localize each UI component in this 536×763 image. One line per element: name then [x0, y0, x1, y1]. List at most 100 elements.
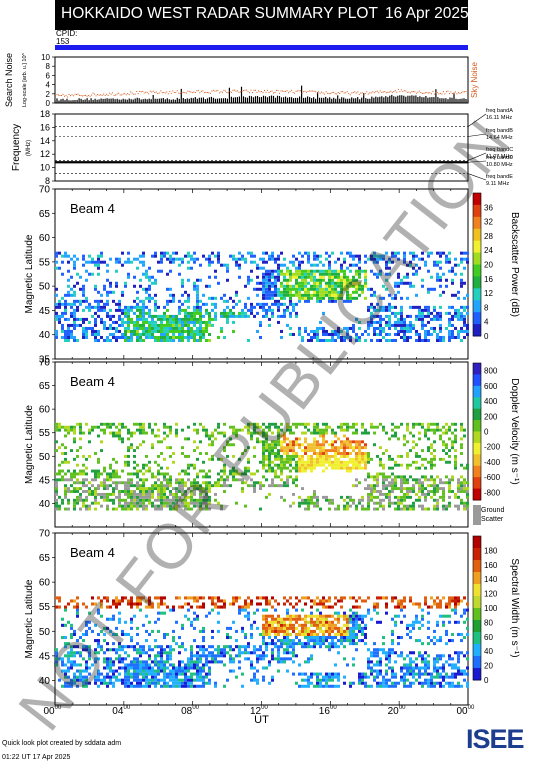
data-cell	[139, 425, 142, 429]
data-cell	[391, 422, 394, 426]
data-cell	[304, 272, 307, 276]
data-cell	[109, 498, 112, 502]
data-cell	[145, 332, 148, 336]
colorbar-tick-label: 600	[484, 382, 498, 391]
data-cell	[193, 332, 196, 336]
data-cell	[184, 299, 187, 303]
data-cell	[193, 422, 196, 426]
data-cell	[205, 323, 208, 327]
sky-noise-point	[212, 89, 214, 91]
data-cell	[157, 317, 160, 321]
data-cell	[262, 617, 265, 621]
data-cell	[127, 329, 130, 333]
data-cell	[214, 254, 217, 258]
data-cell	[388, 257, 391, 261]
data-cell	[202, 302, 205, 306]
data-cell	[160, 338, 163, 342]
data-cell	[271, 269, 274, 273]
data-cell	[100, 449, 103, 453]
data-cell	[340, 338, 343, 342]
data-cell	[265, 617, 268, 621]
data-cell	[214, 684, 217, 688]
data-cell	[205, 431, 208, 435]
data-cell	[181, 278, 184, 282]
data-cell	[226, 454, 229, 458]
data-cell	[133, 284, 136, 288]
data-cell	[160, 329, 163, 333]
data-cell	[109, 281, 112, 285]
data-cell	[292, 623, 295, 627]
data-cell	[337, 278, 340, 282]
data-cell	[253, 645, 256, 649]
data-cell	[409, 504, 412, 508]
data-cell	[385, 287, 388, 291]
data-cell	[427, 329, 430, 333]
data-cell	[136, 484, 139, 488]
data-cell	[283, 308, 286, 312]
data-cell	[94, 472, 97, 476]
data-cell	[196, 651, 199, 655]
data-cell	[73, 498, 76, 502]
data-cell	[400, 481, 403, 485]
data-cell	[316, 425, 319, 429]
data-cell	[253, 422, 256, 426]
data-cell	[187, 495, 190, 499]
data-cell	[196, 475, 199, 479]
data-cell	[280, 443, 283, 447]
data-cell	[292, 642, 295, 646]
data-cell	[409, 329, 412, 333]
data-cell	[163, 504, 166, 508]
data-cell	[331, 284, 334, 288]
data-cell	[205, 320, 208, 324]
data-cell	[85, 675, 88, 679]
data-cell	[100, 422, 103, 426]
data-cell	[412, 504, 415, 508]
data-cell	[214, 302, 217, 306]
data-cell	[313, 281, 316, 285]
data-cell	[91, 602, 94, 606]
data-cell	[289, 632, 292, 637]
data-cell	[133, 645, 136, 649]
data-cell	[448, 260, 451, 264]
data-cell	[148, 648, 151, 652]
data-cell	[145, 296, 148, 300]
data-cell	[295, 654, 298, 658]
data-cell	[415, 454, 418, 458]
data-cell	[202, 314, 205, 318]
data-cell	[292, 481, 295, 485]
data-cell	[448, 425, 451, 429]
data-cell	[175, 495, 178, 499]
data-cell	[61, 329, 64, 333]
data-cell	[433, 308, 436, 312]
data-cell	[277, 287, 280, 291]
data-cell	[151, 472, 154, 476]
data-cell	[262, 484, 265, 488]
data-cell	[280, 460, 283, 464]
data-cell	[163, 317, 166, 321]
data-cell	[55, 425, 58, 429]
data-cell	[196, 654, 199, 658]
data-cell	[301, 287, 304, 291]
data-cell	[421, 492, 424, 496]
sky-noise-point	[98, 94, 100, 96]
data-cell	[397, 487, 400, 491]
sky-noise-point	[245, 89, 247, 91]
colorbar-segment	[473, 264, 481, 277]
data-cell	[169, 287, 172, 291]
data-cell	[289, 642, 292, 646]
sky-noise-point	[181, 92, 183, 94]
data-cell	[139, 443, 142, 447]
data-cell	[262, 272, 265, 276]
data-cell	[250, 632, 253, 637]
data-cell	[310, 463, 313, 467]
data-cell	[238, 596, 241, 600]
data-cell	[115, 469, 118, 473]
data-cell	[325, 440, 328, 444]
data-cell	[313, 263, 316, 267]
data-cell	[331, 299, 334, 303]
data-cell	[181, 626, 184, 630]
data-cell	[280, 639, 283, 643]
data-cell	[274, 257, 277, 261]
data-cell	[409, 495, 412, 499]
y-tick-label: 65	[39, 553, 51, 564]
